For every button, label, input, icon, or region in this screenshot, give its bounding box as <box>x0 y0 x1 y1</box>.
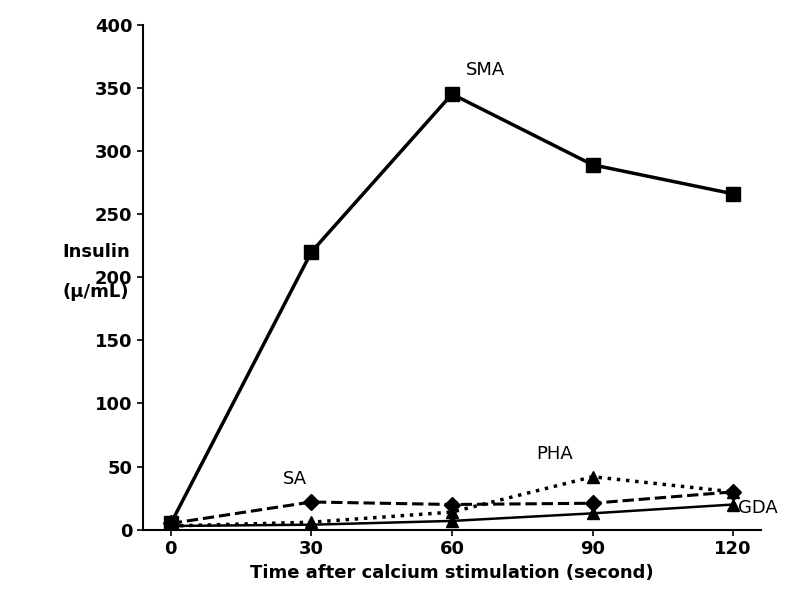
Text: SA: SA <box>283 470 308 488</box>
Text: GDA: GDA <box>737 500 778 517</box>
X-axis label: Time after calcium stimulation (second): Time after calcium stimulation (second) <box>251 564 653 582</box>
Text: PHA: PHA <box>536 445 573 463</box>
Text: (μ/mL): (μ/mL) <box>63 283 128 301</box>
Text: SMA: SMA <box>466 61 505 79</box>
Text: Insulin: Insulin <box>63 243 130 261</box>
